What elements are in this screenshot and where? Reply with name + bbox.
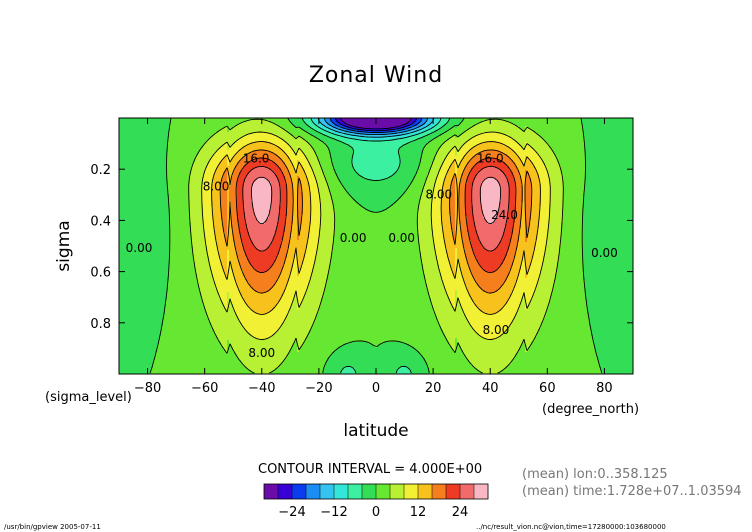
contour-label: 0.00: [388, 231, 415, 245]
contour-label: 16.0: [243, 151, 270, 165]
y-axis-ticks: 0.2 0.4 0.6 0.8: [90, 163, 633, 332]
colorbar-swatch: [404, 484, 419, 499]
contour-interval-text: CONTOUR INTERVAL = 4.000E+00: [258, 462, 482, 477]
x-tick-label: 60: [539, 381, 556, 396]
contour-line--24: [334, 118, 418, 132]
contour-line-0: [149, 118, 603, 374]
x-tick-label: −20: [305, 381, 332, 396]
info-line-time: (mean) time:1.728e+07..1.03594: [522, 484, 742, 499]
colorbar-swatch: [474, 484, 489, 499]
contour-line-16: [219, 149, 533, 294]
colorbar-swatch: [334, 484, 349, 499]
colorbar-swatch: [320, 484, 335, 499]
contour-line-24: [242, 165, 510, 252]
colorbar: −24 −12 0 12 24: [263, 483, 489, 520]
contour-label: 8.00: [483, 323, 510, 337]
contour-label: 0.00: [126, 241, 153, 255]
colorbar-swatch: [446, 484, 461, 499]
contour-line-8: [201, 131, 551, 340]
colorbar-tick-label: 24: [452, 505, 469, 520]
chart-title: Zonal Wind: [309, 63, 443, 88]
contour-line--20: [329, 118, 423, 133]
colorbar-swatch: [306, 484, 321, 499]
colorbar-tick-label: −12: [320, 505, 347, 520]
contour-label: 24.0: [491, 208, 518, 222]
x-tick-label: −40: [248, 381, 275, 396]
contour-label: 0.00: [340, 231, 367, 245]
contour-line-4: [188, 118, 564, 374]
contour-label: 16.0: [477, 151, 504, 165]
colorbar-tick-label: −24: [278, 505, 305, 520]
footer-right: ../nc/result_vion.nc@vion,time=17280000:…: [476, 523, 666, 531]
x-tick-label: 0: [372, 381, 380, 396]
x-axis-label: latitude: [343, 421, 408, 441]
x-axis-ticks: −80 −60 −40 −20 0 20 40 60 80: [134, 118, 613, 396]
colorbar-swatch: [460, 484, 475, 499]
x-tick-label: 40: [482, 381, 499, 396]
x-tick-label: −60: [191, 381, 218, 396]
x-tick-label: 20: [425, 381, 442, 396]
colorbar-swatch: [390, 484, 405, 499]
colorbar-swatch: [264, 484, 279, 499]
colorbar-swatch: [418, 484, 433, 499]
info-line-lon: (mean) lon:0..358.125: [522, 467, 668, 482]
contour-labels: 16.0 8.00 0.00 0.00 8.00 16.0 8.00 24.0 0.00 0.00…: [126, 151, 618, 360]
contour-line-12: [211, 141, 541, 315]
x-tick-label: −80: [134, 381, 161, 396]
x-tick-label: 80: [596, 381, 613, 396]
colorbar-swatch: [432, 484, 447, 499]
contour-label: 0.00: [591, 246, 618, 260]
y-axis-label: sigma: [54, 220, 74, 271]
contour-line-28: [250, 176, 502, 225]
y-tick-label: 0.6: [90, 266, 111, 281]
contour-line-20: [235, 157, 517, 274]
contour-label: 8.00: [203, 180, 230, 194]
footer-left: /usr/bin/gpview 2005-07-11: [4, 523, 101, 531]
y-tick-label: 0.4: [90, 214, 111, 229]
colorbar-swatch: [348, 484, 363, 499]
contour-label: 8.00: [425, 187, 452, 201]
contour-label: 8.00: [248, 346, 275, 360]
contour-field: [119, 118, 633, 374]
y-tick-label: 0.2: [90, 163, 111, 178]
colorbar-swatch: [292, 484, 307, 499]
y-unit-label: (sigma_level): [45, 390, 132, 405]
y-tick-label: 0.8: [90, 317, 111, 332]
colorbar-tick-label: 12: [410, 505, 427, 520]
contour-line--4: [301, 118, 451, 374]
colorbar-swatch: [278, 484, 293, 499]
colorbar-swatch: [376, 484, 391, 499]
colorbar-swatch: [362, 484, 377, 499]
contour-line--16: [323, 118, 429, 136]
x-unit-label: (degree_north): [542, 402, 639, 417]
colorbar-tick-label: 0: [372, 505, 380, 520]
